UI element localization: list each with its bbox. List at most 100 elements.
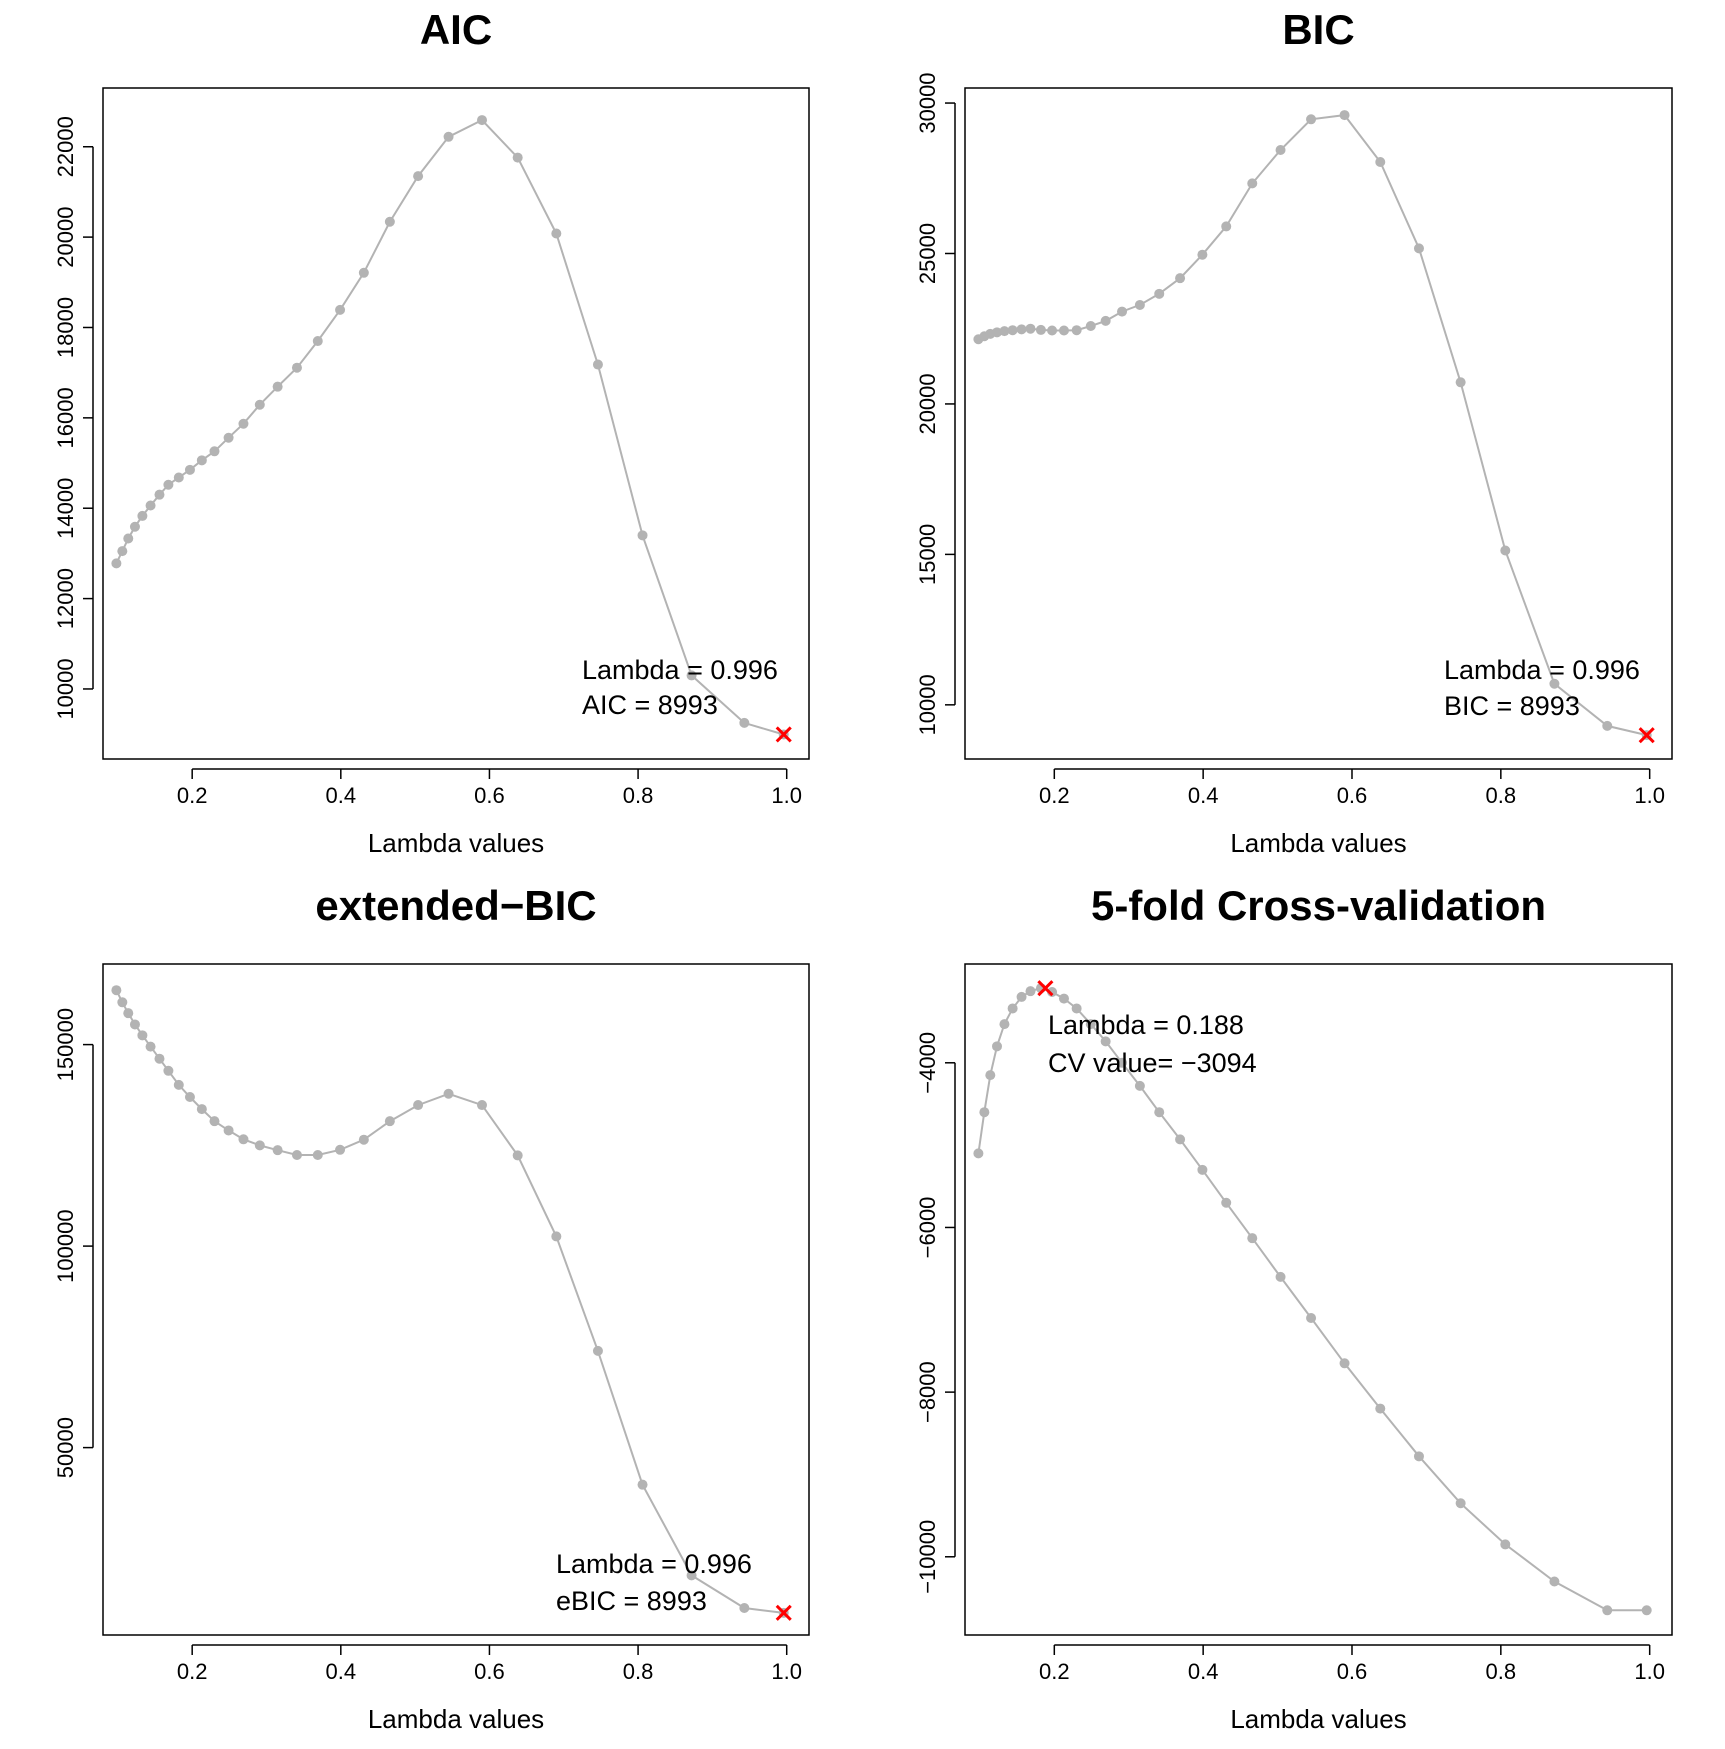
x-tick-label: 0.6 bbox=[474, 783, 505, 808]
data-point bbox=[477, 1100, 488, 1111]
y-tick-label: 20000 bbox=[915, 373, 940, 434]
optimum-annotation: CV value= −3094 bbox=[1048, 1048, 1257, 1078]
data-point bbox=[1641, 1605, 1652, 1616]
x-tick-label: 0.2 bbox=[177, 783, 208, 808]
data-point bbox=[154, 489, 165, 500]
data-point bbox=[1175, 273, 1186, 284]
data-point bbox=[686, 670, 697, 681]
series-line bbox=[115, 989, 784, 1614]
data-point bbox=[992, 327, 1003, 338]
y-tick-label: 10000 bbox=[915, 674, 940, 735]
data-point bbox=[1339, 110, 1350, 121]
data-point bbox=[1154, 1107, 1165, 1118]
data-point bbox=[1117, 306, 1128, 317]
data-point bbox=[173, 1079, 184, 1090]
data-point bbox=[551, 1231, 562, 1242]
data-point bbox=[985, 1070, 996, 1081]
data-point bbox=[163, 479, 174, 490]
data-point bbox=[1100, 1036, 1111, 1047]
x-tick-label: 0.2 bbox=[1039, 783, 1070, 808]
data-point bbox=[512, 1150, 523, 1161]
data-point bbox=[384, 1116, 395, 1127]
y-tick-label: −4000 bbox=[915, 1032, 940, 1094]
y-tick-label: 50000 bbox=[53, 1417, 78, 1478]
y-tick-label: 100000 bbox=[53, 1209, 78, 1282]
data-point bbox=[223, 432, 234, 443]
data-point bbox=[145, 500, 156, 511]
data-point bbox=[137, 1030, 148, 1041]
data-point bbox=[999, 326, 1010, 337]
chart-title: extended−BIC bbox=[315, 882, 596, 929]
data-point bbox=[1085, 321, 1096, 332]
data-point bbox=[209, 446, 220, 457]
data-point bbox=[1306, 114, 1317, 125]
data-point bbox=[272, 1145, 283, 1156]
data-point bbox=[111, 985, 122, 996]
x-tick-label: 0.8 bbox=[1486, 783, 1517, 808]
data-point bbox=[117, 997, 128, 1008]
optimum-marker-stroke bbox=[1037, 980, 1054, 997]
x-tick-label: 1.0 bbox=[771, 1659, 802, 1684]
x-axis-label: Lambda values bbox=[368, 828, 544, 858]
chart-panel-3: extended−BIC 0.2 0.4 0.6 0.8 1.0 Lambda values… bbox=[53, 882, 810, 1734]
data-point bbox=[238, 1134, 249, 1145]
x-tick-label: 0.4 bbox=[1188, 783, 1219, 808]
data-point bbox=[1058, 325, 1069, 336]
data-point bbox=[335, 304, 346, 315]
data-point bbox=[1221, 221, 1232, 232]
data-point bbox=[184, 464, 195, 475]
data-point bbox=[443, 1088, 454, 1099]
data-point bbox=[1413, 1451, 1424, 1462]
data-point bbox=[1117, 1057, 1128, 1068]
chart-panel-2: BIC 0.2 0.4 0.6 0.8 1.0 Lambda values 10000 1500… bbox=[915, 6, 1673, 858]
data-point bbox=[592, 1345, 603, 1356]
y-tick-label: 16000 bbox=[53, 387, 78, 448]
data-point bbox=[223, 1125, 234, 1136]
data-point bbox=[1100, 315, 1111, 326]
data-point bbox=[512, 152, 523, 163]
data-point bbox=[123, 533, 134, 544]
x-tick-label: 1.0 bbox=[771, 783, 802, 808]
y-tick-label: 15000 bbox=[915, 524, 940, 585]
series-line bbox=[977, 114, 1647, 737]
data-point bbox=[312, 1150, 323, 1161]
y-tick-label: −10000 bbox=[915, 1520, 940, 1594]
data-point bbox=[1047, 325, 1058, 336]
data-point bbox=[1275, 1271, 1286, 1282]
optimum-marker bbox=[775, 726, 792, 743]
optimum-annotation: AIC = 8993 bbox=[582, 690, 718, 720]
optimum-annotation: eBIC = 8993 bbox=[556, 1586, 707, 1616]
data-point bbox=[1016, 324, 1027, 335]
data-point bbox=[173, 472, 184, 483]
x-tick-label: 0.8 bbox=[623, 783, 654, 808]
data-point bbox=[384, 216, 395, 227]
data-point bbox=[637, 530, 648, 541]
data-point bbox=[1375, 1403, 1386, 1414]
x-axis-label: Lambda values bbox=[368, 1704, 544, 1734]
optimum-marker bbox=[1638, 727, 1655, 744]
data-point bbox=[413, 1100, 424, 1111]
y-tick-label: 25000 bbox=[915, 223, 940, 284]
data-point bbox=[1071, 325, 1082, 336]
data-point bbox=[358, 1134, 369, 1145]
data-point bbox=[1455, 377, 1466, 388]
data-point bbox=[739, 1602, 750, 1613]
optimum-annotation: Lambda = 0.996 bbox=[556, 1549, 752, 1579]
data-point bbox=[1602, 1605, 1613, 1616]
y-tick-label: 10000 bbox=[53, 658, 78, 719]
x-tick-label: 0.2 bbox=[1039, 1659, 1070, 1684]
data-point bbox=[1016, 991, 1027, 1002]
data-point bbox=[992, 1041, 1003, 1052]
data-point bbox=[1025, 323, 1036, 334]
data-point bbox=[254, 399, 265, 410]
data-point bbox=[443, 131, 454, 142]
data-point bbox=[1007, 325, 1018, 336]
series-line bbox=[977, 987, 1647, 1612]
x-tick-label: 0.6 bbox=[1337, 1659, 1368, 1684]
x-tick-label: 0.8 bbox=[623, 1659, 654, 1684]
x-tick-label: 0.8 bbox=[1486, 1659, 1517, 1684]
optimum-annotation: Lambda = 0.188 bbox=[1048, 1010, 1244, 1040]
data-point bbox=[272, 381, 283, 392]
data-point bbox=[1247, 178, 1258, 189]
